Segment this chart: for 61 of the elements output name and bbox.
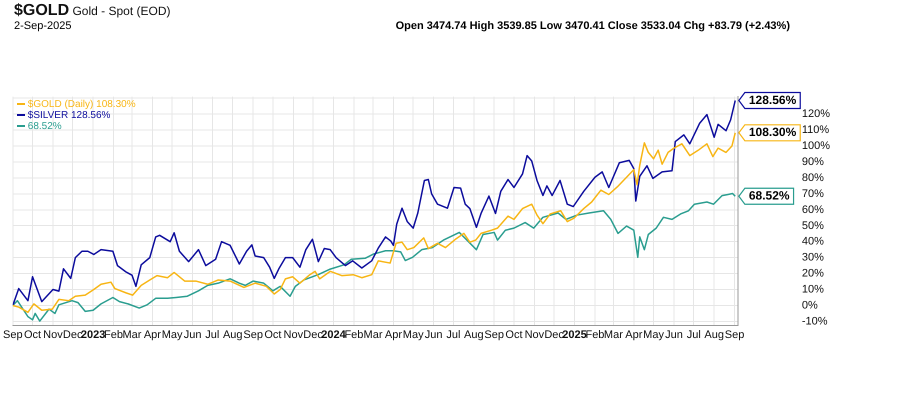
text: 2-Sep-2025	[14, 20, 72, 32]
legend-label: $SILVER 128.56%	[26, 110, 112, 121]
y-tick-label: 30%	[802, 252, 824, 264]
x-tick-label: 2024	[321, 329, 347, 342]
x-tick-label: Mar	[364, 329, 383, 342]
x-tick-label: 2023	[80, 329, 106, 342]
x-tick-label: Nov	[524, 329, 545, 342]
y-tick-label: 110%	[802, 124, 830, 136]
x-tick-label: Jul	[205, 329, 220, 342]
legend-label: $GOLD (Daily) 108.30%	[26, 98, 136, 110]
x-tick-label: Dec	[303, 329, 324, 342]
x-tick-label: Feb	[585, 329, 604, 342]
x-tick-label: Aug	[464, 329, 484, 342]
x-tick-label: Mar	[122, 329, 142, 342]
x-tick-label: May	[643, 329, 664, 342]
y-tick-label: 70%	[802, 188, 824, 200]
x-tick-label: May	[402, 329, 424, 342]
chart-subtitle: Gold - Spot (EOD)	[72, 4, 170, 18]
x-tick-label: Jun	[424, 329, 442, 342]
x-tick-label: Dec	[544, 329, 564, 342]
legend-label: 68.52%	[26, 120, 63, 132]
y-tick-label: 40%	[802, 236, 824, 248]
y-tick-label: 20%	[802, 268, 824, 280]
x-tick-label: Feb	[104, 329, 124, 342]
data-label: 128.56%	[748, 92, 797, 107]
x-tick-label: Jun	[184, 329, 202, 342]
x-tick-label: Jun	[665, 329, 683, 342]
y-tick-label: 100%	[802, 140, 830, 152]
y-tick-label: 90%	[802, 156, 824, 168]
data-label: 68.52%	[748, 188, 790, 203]
x-tick-label: May	[162, 329, 184, 342]
x-tick-label: Aug	[222, 329, 243, 342]
x-tick-label: Nov	[284, 329, 304, 342]
x-tick-label: Dec	[62, 329, 83, 342]
x-tick-label: 2025	[562, 329, 587, 342]
x-tick-label: Oct	[264, 329, 282, 342]
data-label: 108.30%	[748, 125, 797, 140]
x-tick-label: Sep	[724, 329, 744, 342]
x-tick-label: Apr	[144, 329, 162, 342]
x-tick-label: Jul	[446, 329, 460, 342]
y-tick-label: 120%	[802, 108, 830, 120]
y-tick-label: -10%	[802, 315, 828, 328]
x-tick-label: Oct	[505, 329, 523, 342]
x-tick-label: Sep	[243, 329, 263, 342]
x-tick-label: Nov	[43, 329, 64, 342]
x-tick-label: Sep	[484, 329, 504, 342]
x-tick-label: Feb	[344, 329, 364, 342]
x-tick-label: Jul	[686, 329, 701, 342]
text: Open 3474.74 High 3539.85 Low 3470.41 Close 3533.04 Chg +83.79 (+2.43%)	[396, 20, 790, 32]
x-tick-label: Apr	[625, 329, 643, 342]
y-tick-label: 0%	[802, 300, 818, 312]
y-tick-label: 10%	[802, 284, 824, 296]
x-tick-label: Sep	[2, 329, 23, 342]
x-tick-label: Aug	[704, 329, 724, 342]
x-tick-label: Oct	[24, 329, 42, 342]
y-tick-label: 80%	[802, 172, 824, 184]
x-tick-label: Mar	[604, 329, 624, 342]
y-tick-label: 50%	[802, 220, 824, 232]
chart-title: $GOLD	[14, 2, 70, 19]
x-tick-label: Apr	[384, 329, 402, 342]
y-tick-label: 60%	[802, 204, 824, 216]
